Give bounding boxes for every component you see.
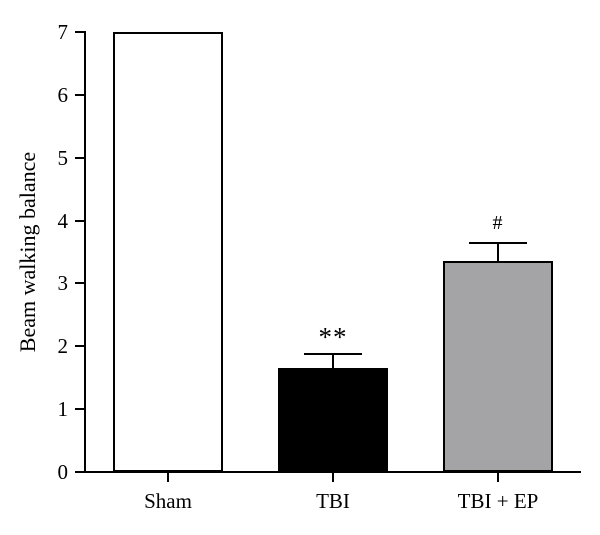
significance-marker-tbi-ep: # [492, 212, 504, 234]
bar-sham [113, 32, 223, 472]
y-axis-tick-label: 6 [57, 83, 69, 107]
y-axis-tick [75, 282, 85, 284]
y-axis-tick [75, 31, 85, 33]
y-axis-tick [75, 220, 85, 222]
x-axis-tick-label-tbi-ep: TBI + EP [457, 489, 539, 513]
x-axis-tick [497, 473, 499, 482]
x-axis-tick-label-sham: Sham [144, 489, 192, 513]
x-axis-tick [332, 473, 334, 482]
y-axis-tick [75, 157, 85, 159]
bar-tbi-ep [443, 261, 553, 472]
y-axis-tick-label: 4 [57, 209, 69, 233]
error-bar-cap-tbi-ep [469, 242, 527, 244]
y-axis-tick [75, 94, 85, 96]
y-axis-tick [75, 471, 85, 473]
y-axis-tick-label: 1 [57, 397, 69, 421]
bar-tbi [278, 368, 388, 472]
x-axis-tick [167, 473, 169, 482]
y-axis-line [84, 31, 86, 473]
y-axis-tick-label: 3 [57, 271, 69, 295]
error-bar-stem-tbi-ep [497, 243, 499, 262]
y-axis-tick-label: 2 [57, 334, 69, 358]
x-axis-tick-label-tbi: TBI [316, 489, 350, 513]
y-axis-tick-label: 5 [57, 146, 69, 170]
y-axis-tick-label: 0 [57, 460, 69, 484]
y-axis-tick [75, 408, 85, 410]
error-bar-cap-tbi [304, 353, 362, 355]
y-axis-tick [75, 345, 85, 347]
x-axis-line [84, 471, 581, 473]
significance-marker-tbi: ** [318, 322, 348, 352]
y-axis-tick-label: 7 [57, 20, 69, 44]
error-bar-stem-tbi [332, 354, 334, 368]
